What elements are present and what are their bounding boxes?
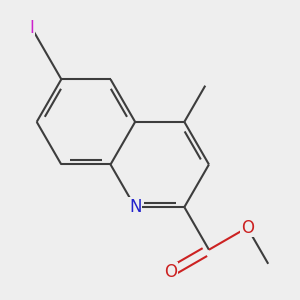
Text: O: O (241, 219, 254, 237)
Text: N: N (129, 198, 141, 216)
Text: I: I (29, 19, 34, 37)
Text: O: O (164, 263, 177, 281)
